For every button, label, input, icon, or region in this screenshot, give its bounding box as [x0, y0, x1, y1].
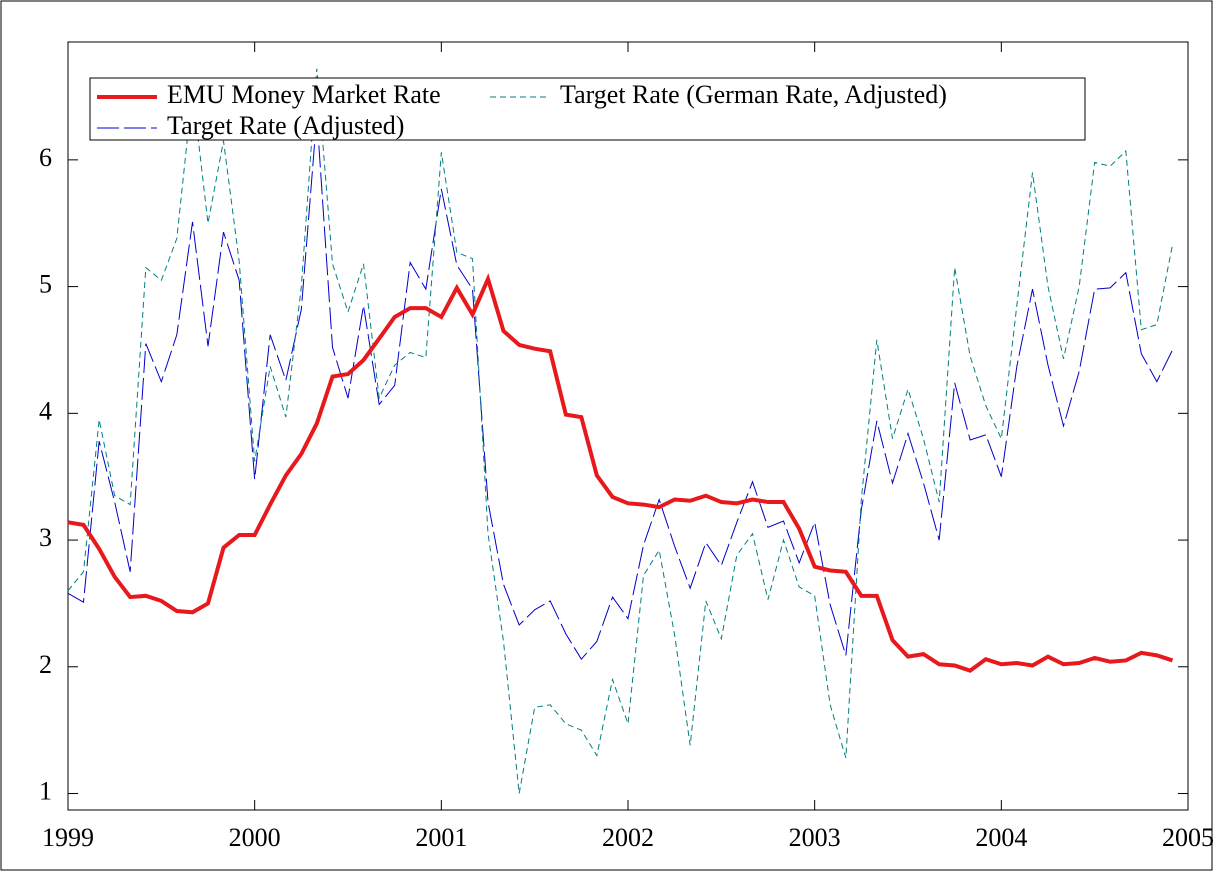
y-tick-label: 2 [39, 650, 52, 679]
x-tick-label: 1999 [42, 823, 94, 852]
x-tick-label: 2003 [789, 823, 841, 852]
series-line [67, 273, 1174, 673]
legend-box [89, 77, 1086, 141]
legend-label: EMU Money Market Rate [167, 80, 441, 109]
y-tick-label: 1 [39, 776, 52, 805]
series-line [67, 115, 1173, 661]
series-line [67, 68, 1174, 794]
y-tick-label: 4 [39, 396, 52, 425]
legend-label: Target Rate (Adjusted) [167, 111, 404, 140]
x-tick-label: 2000 [229, 823, 281, 852]
legend-label: Target Rate (German Rate, Adjusted) [560, 80, 947, 109]
x-tick-label: 2005 [1162, 823, 1213, 852]
x-tick-label: 2001 [415, 823, 467, 852]
x-tick-label: 2004 [975, 823, 1027, 852]
x-tick-label: 2002 [602, 823, 654, 852]
y-tick-label: 5 [39, 270, 52, 299]
plot-frame [67, 41, 1189, 811]
y-tick-label: 6 [39, 143, 52, 172]
y-tick-label: 3 [39, 523, 52, 552]
